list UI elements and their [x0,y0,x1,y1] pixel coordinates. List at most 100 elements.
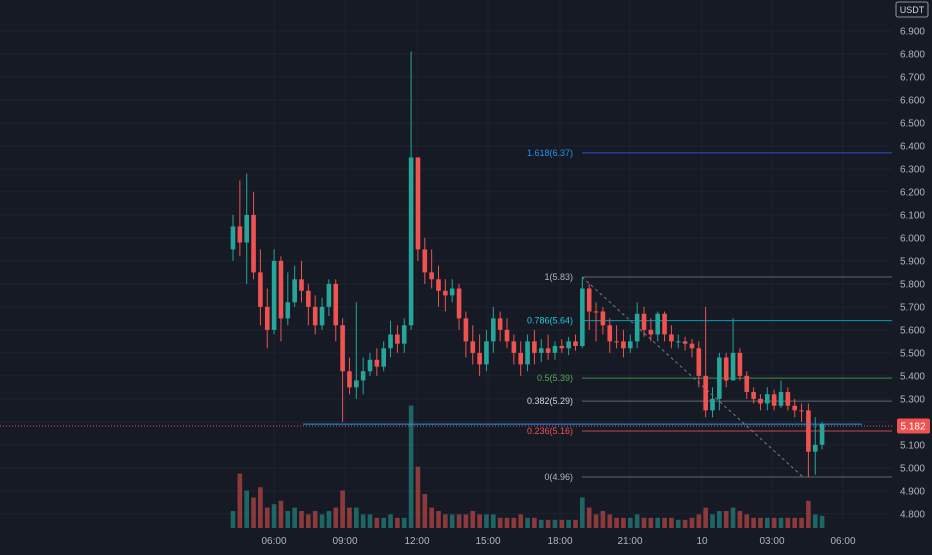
price-tick-label: 6.100 [900,210,925,221]
candle-body [333,283,339,326]
candle-body [244,214,249,243]
price-tick-label: 6.400 [900,141,925,152]
price-tags: USDT 5.182 [895,1,930,434]
current-price-tag [897,418,930,434]
candle-body [819,424,825,445]
candle-body [723,357,729,381]
time-tick-label: 06:00 [830,536,855,547]
price-tick-label: 6.700 [900,72,925,83]
volume-bar [621,517,626,528]
fib-trend-line [581,276,804,478]
candle-body [655,313,660,335]
time-tick-label: 03:00 [759,536,784,547]
volume-bar [545,519,551,528]
volume-bar [600,511,606,528]
volume-bar [559,519,565,528]
candle-body [258,272,263,307]
time-tick-label: 15:00 [475,536,500,547]
volume-bar [360,514,366,528]
candle-body [710,398,715,411]
candle-body [477,352,482,365]
volume-bar [538,519,544,528]
candle-body [395,334,400,344]
volume-bar [456,514,462,528]
volume-bar [299,511,304,528]
volume-bar [785,517,791,528]
volume-bar [347,507,352,528]
volume-bar [511,517,517,528]
candle-body [586,288,592,312]
candle-body [408,157,414,326]
volume-bar [230,511,236,528]
candle-body [340,325,345,372]
candle-body [771,394,777,406]
volume-bar [655,517,660,528]
price-tick-label: 5.000 [900,463,925,474]
candle-body [737,352,743,376]
candle-body [429,272,434,280]
volume-bar [463,514,469,528]
candle-body [354,380,359,388]
candle-body [491,318,496,342]
candle-body [573,341,578,346]
candle-body [744,375,750,392]
volume-bar [285,511,291,528]
price-tick-label: 5.500 [900,348,925,359]
volume-bar [669,517,674,528]
candle-body [299,279,304,291]
candle-body [264,306,270,330]
candle-body [497,318,503,330]
time-tick-label: 12:00 [404,536,429,547]
candle-body [765,394,770,404]
candle-body [306,290,311,307]
candle-body [682,341,688,344]
volume-bar [292,507,297,528]
candle-body [792,405,797,411]
volume-bar [477,514,482,528]
volume-bar [306,514,311,528]
volume-bar [717,511,722,528]
time-tick-label: 10 [696,536,708,547]
volume-bar [593,514,599,528]
time-axis[interactable]: 06:00 09:00 12:00 15:00 18:00 21:00 10 03:00 06:… [261,536,855,547]
currency-label: USDT [900,5,925,15]
volume-bar [806,500,811,528]
volume-bar [497,517,503,528]
fib-retracement[interactable]: 1.618(6.37) 1(5.83) 0.786(5.64) 0.5(5.39) 0.… [527,148,892,482]
volume-bar [436,511,441,528]
fib-level-label: 1(5.83) [544,272,573,282]
volume-bar [758,517,763,528]
candle-body [689,343,695,349]
volume-bar [607,514,613,528]
fib-level-label: 0.786(5.64) [527,316,573,326]
volume-bar [518,514,523,528]
volume-bar [251,497,256,528]
price-tick-label: 6.800 [900,49,925,60]
candle-body [675,341,681,343]
fib-level-label: 0.382(5.29) [527,396,573,406]
volume-bar [614,517,619,528]
candle-body [778,391,784,406]
volume-bar [312,511,318,528]
candle-body [381,348,386,367]
fib-level-label: 0.236(5.16) [527,426,573,436]
volume-bar [264,507,270,528]
volume-bar [819,515,825,528]
volume-bar [765,517,770,528]
price-lines [0,423,892,427]
volume-bar [751,517,756,528]
volume-bar [792,517,797,528]
price-tick-label: 4.800 [900,509,925,520]
candle-body [278,260,284,319]
volume-bar [634,514,640,528]
candles [230,51,825,478]
candle-body [511,341,517,353]
fib-level-label: 0(4.96) [544,472,573,482]
candle-body [552,345,558,353]
volume-bar [443,514,448,528]
currency-badge[interactable] [895,1,929,18]
price-tick-label: 6.600 [900,95,925,106]
